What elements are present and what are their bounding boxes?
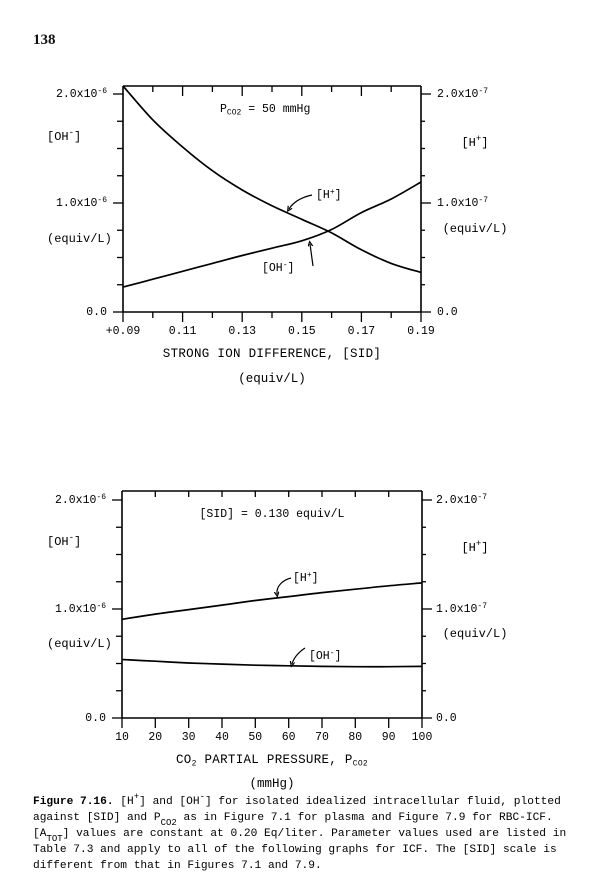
svg-text:1.0x10-7: 1.0x10-7 [436,602,487,617]
svg-text:0.13: 0.13 [228,325,256,338]
svg-text:1.0x10-6: 1.0x10-6 [55,602,106,617]
svg-text:+0.09: +0.09 [106,325,141,338]
svg-text:CO2 PARTIAL PRESSURE, PCO2: CO2 PARTIAL PRESSURE, PCO2 [176,753,368,769]
svg-text:(equiv/L): (equiv/L) [47,637,112,651]
svg-text:[OH-]: [OH-] [47,533,81,549]
svg-text:60: 60 [282,731,296,744]
svg-text:0.19: 0.19 [407,325,435,338]
svg-text:different from that in Figures: different from that in Figures 7.1 and 7… [33,860,322,872]
svg-text:[SID] = 0.130 equiv/L: [SID] = 0.130 equiv/L [200,508,345,521]
svg-text:Figure 7.16. [H+] and [OH-] fo: Figure 7.16. [H+] and [OH-] for isolated… [33,792,561,808]
svg-text:(equiv/L): (equiv/L) [443,222,508,236]
svg-text:0.0: 0.0 [436,712,457,725]
svg-text:(mmHg): (mmHg) [249,777,294,791]
svg-text:0.0: 0.0 [437,306,458,319]
svg-text:Table 7.3 and apply to all of: Table 7.3 and apply to all of the follow… [33,844,557,856]
svg-text:(equiv/L): (equiv/L) [443,627,508,641]
svg-text:[ATOT] values are constant at: [ATOT] values are constant at 0.20 Eq/li… [33,828,566,844]
svg-text:20: 20 [148,731,162,744]
svg-text:100: 100 [412,731,433,744]
svg-text:against [SID] and PCO2 as in F: against [SID] and PCO2 as in Figure 7.1 … [33,812,553,828]
svg-text:[OH-]: [OH-] [309,649,341,664]
svg-text:40: 40 [215,731,229,744]
svg-text:(equiv/L): (equiv/L) [47,232,112,246]
svg-text:30: 30 [182,731,196,744]
svg-text:[H+]: [H+] [316,188,342,203]
svg-text:[H+]: [H+] [293,571,319,586]
svg-text:1.0x10-6: 1.0x10-6 [56,196,107,211]
svg-text:2.0x10-6: 2.0x10-6 [56,87,107,102]
svg-text:90: 90 [382,731,396,744]
svg-text:50: 50 [248,731,262,744]
svg-text:2.0x10-7: 2.0x10-7 [437,87,488,102]
svg-text:[H+]: [H+] [461,134,488,150]
svg-text:0.17: 0.17 [348,325,376,338]
svg-text:(equiv/L): (equiv/L) [238,372,306,386]
svg-text:2.0x10-6: 2.0x10-6 [55,493,106,508]
svg-text:0.0: 0.0 [86,306,107,319]
svg-text:70: 70 [315,731,329,744]
svg-text:STRONG ION DIFFERENCE, [SID]: STRONG ION DIFFERENCE, [SID] [163,347,381,361]
svg-text:PCO2 = 50 mmHg: PCO2 = 50 mmHg [220,103,310,118]
svg-text:0.0: 0.0 [85,712,106,725]
svg-text:[H+]: [H+] [461,539,488,555]
svg-text:2.0x10-7: 2.0x10-7 [436,493,487,508]
svg-text:[OH-]: [OH-] [262,261,294,276]
svg-text:0.15: 0.15 [288,325,316,338]
svg-text:[OH-]: [OH-] [47,128,81,144]
svg-text:1.0x10-7: 1.0x10-7 [437,196,488,211]
svg-text:10: 10 [115,731,129,744]
svg-text:0.11: 0.11 [169,325,197,338]
svg-text:80: 80 [348,731,362,744]
